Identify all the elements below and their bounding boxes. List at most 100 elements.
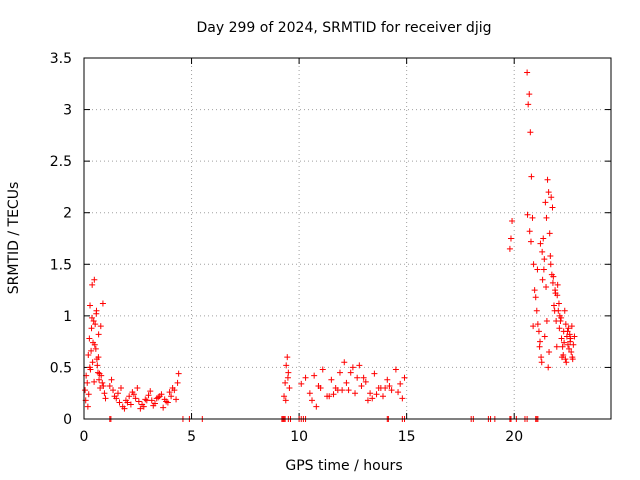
data-point	[345, 387, 352, 394]
data-point	[558, 335, 565, 342]
data-point	[528, 173, 535, 180]
data-point	[121, 405, 128, 412]
data-point	[546, 230, 553, 237]
data-point	[116, 399, 123, 406]
data-point	[397, 380, 404, 387]
data-point	[395, 389, 402, 396]
data-point	[536, 343, 543, 350]
data-point	[94, 362, 101, 369]
data-point	[561, 307, 568, 314]
chart-title: Day 299 of 2024, SRMTID for receiver dji…	[197, 20, 492, 36]
data-point	[547, 261, 554, 268]
data-point	[548, 194, 555, 201]
data-point	[102, 395, 109, 402]
data-point	[360, 374, 367, 381]
y-tick-label: 1.5	[50, 257, 72, 273]
data-point	[507, 235, 514, 242]
data-point	[89, 359, 96, 366]
data-point	[317, 385, 324, 392]
data-point	[173, 396, 180, 403]
data-point	[552, 290, 559, 297]
data-point	[565, 325, 572, 332]
data-point	[134, 385, 141, 392]
data-point	[88, 325, 95, 332]
data-point	[88, 347, 95, 354]
data-point	[97, 323, 104, 330]
data-point	[570, 341, 577, 348]
data-point	[124, 399, 131, 406]
plot-frame	[83, 57, 612, 420]
data-point	[91, 378, 98, 385]
data-point	[126, 393, 133, 400]
data-point	[92, 321, 99, 328]
data-point	[557, 318, 564, 325]
data-point	[373, 391, 380, 398]
data-point	[356, 362, 363, 369]
data-point	[328, 376, 335, 383]
x-tick-label: 5	[187, 429, 196, 445]
y-tick-label: 0	[63, 412, 72, 428]
data-point	[160, 404, 167, 411]
data-point	[347, 369, 354, 376]
data-point	[538, 359, 545, 366]
data-point	[84, 379, 91, 386]
data-point	[540, 235, 547, 242]
y-tick-label: 0.5	[50, 360, 72, 376]
data-point	[85, 391, 92, 398]
data-point	[379, 393, 386, 400]
data-point	[143, 397, 150, 404]
data-point	[526, 91, 533, 98]
data-point	[336, 369, 343, 376]
data-point	[127, 401, 134, 408]
x-tick-label: 10	[290, 429, 308, 445]
x-tick-label: 15	[398, 429, 416, 445]
data-point	[561, 339, 568, 346]
data-point	[302, 374, 309, 381]
data-point	[130, 391, 137, 398]
data-point	[566, 331, 573, 338]
data-point	[86, 364, 93, 371]
data-point	[544, 176, 551, 183]
x-tick-label: 0	[80, 429, 89, 445]
data-point	[352, 390, 359, 397]
data-point	[97, 385, 104, 392]
data-point	[386, 382, 393, 389]
x-axis-label: GPS time / hours	[285, 458, 402, 474]
data-point	[156, 393, 163, 400]
data-point	[108, 376, 115, 383]
data-point	[555, 300, 562, 307]
data-point	[341, 359, 348, 366]
data-point	[95, 331, 102, 338]
data-point	[166, 389, 173, 396]
data-point	[132, 395, 139, 402]
data-point	[533, 307, 540, 314]
data-point	[371, 370, 378, 377]
data-point	[96, 376, 103, 383]
axis-ticks: 0 0.5 1 1.5 2 2.5 3 3.5 0 5 10 15 20	[50, 51, 611, 445]
data-point	[286, 385, 293, 392]
data-point	[175, 370, 182, 377]
data-point	[88, 314, 95, 321]
data-point	[564, 341, 571, 348]
data-point	[85, 352, 92, 359]
data-point	[82, 387, 89, 394]
data-point	[569, 356, 576, 363]
data-point	[95, 354, 102, 361]
data-point	[86, 335, 93, 342]
data-point	[110, 387, 117, 394]
data-point	[546, 348, 553, 355]
data-point	[326, 393, 333, 400]
data-point	[367, 390, 374, 397]
x-tick-label: 20	[505, 429, 523, 445]
data-point	[100, 382, 107, 389]
data-point	[531, 287, 538, 294]
grid	[84, 58, 611, 419]
data-point	[562, 321, 569, 328]
data-point	[282, 379, 289, 386]
data-point	[563, 359, 570, 366]
data-point	[553, 343, 560, 350]
data-point	[313, 403, 320, 410]
data-point	[354, 374, 361, 381]
